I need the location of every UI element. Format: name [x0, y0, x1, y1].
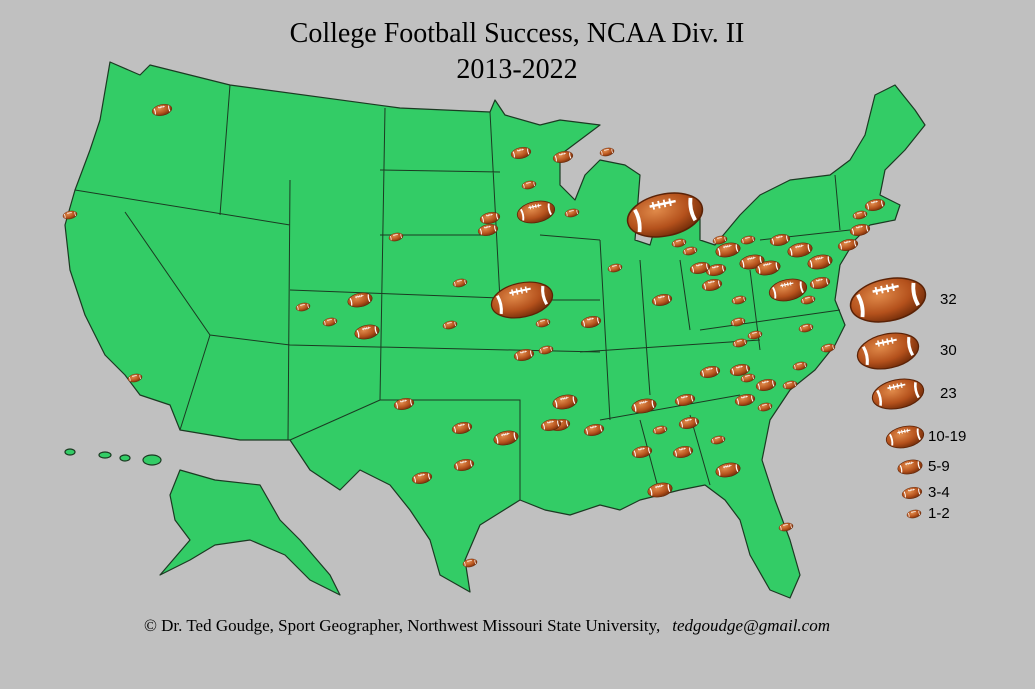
- football: [900, 485, 924, 501]
- title-line: College Football Success, NCAA Div. II: [290, 18, 745, 49]
- legend-label: 3-4: [928, 484, 950, 501]
- credit: © Dr. Ted Goudge, Sport Geographer, Nort…: [144, 616, 830, 635]
- us-map: [64, 61, 926, 599]
- title-line: 2013-2022: [456, 54, 577, 85]
- football: [852, 326, 924, 376]
- credit-email: tedgoudge@gmail.com: [672, 616, 830, 635]
- legend-label: 10-19: [928, 428, 966, 445]
- legend: 32 30 23 10-19 5-9 3-4 1-2: [844, 269, 966, 522]
- legend-label: 1-2: [928, 505, 950, 522]
- credit-text: © Dr. Ted Goudge, Sport Geographer, Nort…: [144, 616, 660, 635]
- football: [868, 373, 928, 415]
- football: [598, 146, 616, 158]
- football: [883, 421, 927, 453]
- football: [844, 269, 932, 331]
- football: [895, 457, 925, 477]
- football: [905, 508, 923, 520]
- legend-label: 32: [940, 291, 957, 308]
- legend-label: 5-9: [928, 458, 950, 475]
- legend-label: 23: [940, 385, 957, 402]
- legend-label: 30: [940, 342, 957, 359]
